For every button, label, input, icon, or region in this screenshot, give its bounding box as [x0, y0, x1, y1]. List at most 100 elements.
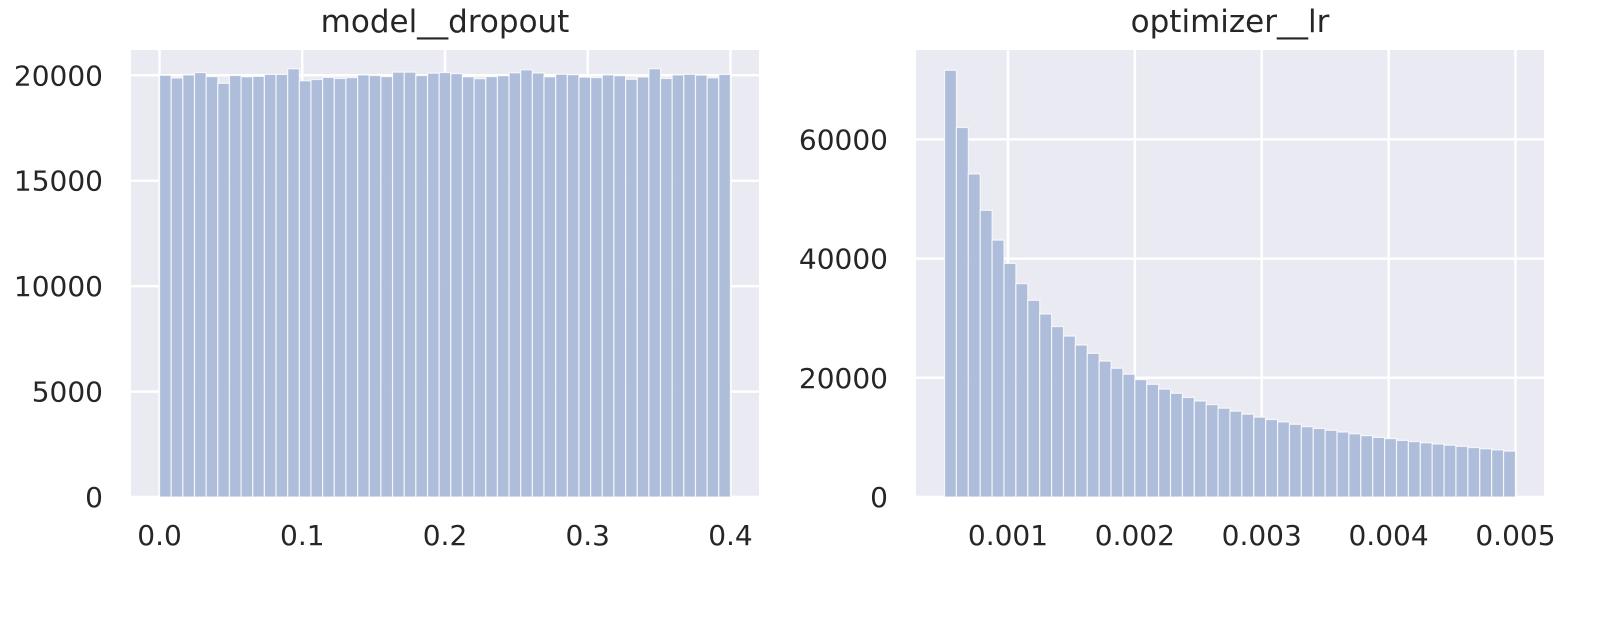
- lr-bar: [1407, 440, 1421, 498]
- lr-bar: [1431, 443, 1445, 498]
- lr-y-tick-label: 0: [870, 481, 888, 514]
- lr-y-axis: 0 20000 40000 60000: [799, 123, 888, 514]
- lr-bar: [1229, 410, 1243, 498]
- dropout-bar: [193, 71, 207, 498]
- dropout-bar: [380, 75, 394, 498]
- lr-bar: [1086, 352, 1100, 498]
- dropout-bar: [648, 68, 662, 498]
- lr-bar: [1122, 373, 1136, 498]
- lr-bar: [979, 209, 993, 498]
- dropout-bar: [357, 74, 370, 498]
- dropout-bar: [287, 68, 300, 498]
- dropout-bar: [182, 74, 196, 498]
- dropout-bar: [659, 77, 673, 498]
- dropout-bar: [426, 72, 440, 498]
- dropout-bar: [170, 77, 184, 498]
- dropout-bar: [578, 76, 592, 498]
- dropout-y-tick-label: 5000: [32, 376, 103, 409]
- dropout-bar: [683, 73, 697, 498]
- lr-bar: [1372, 436, 1386, 498]
- dropout-bar: [240, 76, 254, 498]
- lr-x-tick-label: 0.005: [1475, 519, 1555, 552]
- lr-bar: [1241, 413, 1255, 498]
- dropout-y-tick-label: 0: [85, 481, 103, 514]
- dropout-bar: [496, 75, 510, 498]
- dropout-bars: [158, 68, 732, 498]
- lr-bar: [1479, 448, 1493, 498]
- dropout-bar: [298, 80, 312, 498]
- lr-bar: [1253, 416, 1267, 498]
- dropout-bar: [636, 76, 650, 498]
- lr-bar: [955, 126, 969, 498]
- lr-bar: [1217, 407, 1231, 498]
- lr-bar: [1395, 439, 1410, 498]
- dropout-bar: [252, 75, 266, 498]
- lr-bar: [1300, 426, 1314, 498]
- lr-bar: [1312, 427, 1326, 498]
- dropout-bar: [671, 74, 685, 498]
- dropout-bar: [391, 71, 405, 498]
- lr-bar: [943, 69, 958, 498]
- lr-bar: [1384, 437, 1398, 498]
- lr-bar: [1098, 360, 1112, 498]
- dropout-bar: [508, 72, 522, 498]
- lr-x-tick-label: 0.004: [1348, 519, 1428, 552]
- dropout-bar: [601, 74, 615, 498]
- dropout-x-axis: 0.0 0.1 0.2 0.3 0.4: [137, 519, 752, 552]
- lr-bar: [1062, 335, 1076, 498]
- dropout-bar: [613, 75, 627, 498]
- dropout-chart-title: model__dropout: [321, 4, 570, 40]
- lr-bar: [1276, 421, 1291, 498]
- dropout-bar: [473, 78, 487, 498]
- dropout-bar: [403, 71, 417, 498]
- lr-bar: [1336, 431, 1350, 498]
- lr-bar: [1193, 400, 1207, 498]
- dropout-bar: [217, 82, 231, 498]
- dropout-bar: [205, 75, 219, 498]
- lr-bar: [1502, 450, 1517, 498]
- dropout-bar: [322, 76, 335, 498]
- lr-bar: [1169, 392, 1184, 498]
- dropout-x-tick-label: 0.0: [137, 519, 182, 552]
- dropout-bar: [415, 74, 429, 498]
- lr-x-tick-label: 0.002: [1095, 519, 1175, 552]
- lr-bar: [1288, 423, 1302, 498]
- dropout-x-tick-label: 0.4: [708, 519, 753, 552]
- lr-bar: [1324, 429, 1338, 498]
- lr-bar: [1134, 378, 1148, 498]
- dropout-bar: [531, 72, 545, 498]
- dropout-bar: [438, 71, 452, 498]
- lr-bar: [991, 239, 1005, 498]
- lr-bar: [1074, 344, 1088, 498]
- dropout-bar: [310, 78, 324, 498]
- dropout-y-tick-label: 20000: [14, 59, 103, 92]
- dropout-x-tick-label: 0.2: [423, 519, 468, 552]
- lr-bar: [1455, 445, 1469, 498]
- dropout-bar: [566, 74, 580, 498]
- lr-bar: [1039, 313, 1053, 498]
- dropout-y-tick-label: 15000: [14, 165, 103, 198]
- dropout-bar: [345, 77, 359, 498]
- dropout-bar: [624, 78, 638, 498]
- dropout-x-tick-label: 0.3: [565, 519, 610, 552]
- lr-bar: [1443, 444, 1457, 498]
- dropout-bar: [368, 74, 382, 498]
- lr-bar: [1110, 367, 1124, 498]
- dropout-bar: [275, 73, 289, 498]
- dropout-bar: [706, 77, 720, 498]
- lr-x-tick-label: 0.003: [1222, 519, 1302, 552]
- dropout-bar: [694, 74, 708, 498]
- lr-chart-title: optimizer__lr: [1131, 4, 1330, 40]
- lr-x-axis: 0.001 0.002 0.003 0.004 0.005: [968, 519, 1556, 552]
- lr-bar: [1181, 396, 1195, 498]
- dropout-bar: [485, 75, 499, 498]
- dropout-bar: [158, 74, 172, 498]
- dropout-bar: [228, 74, 242, 498]
- lr-bar: [1348, 433, 1362, 498]
- lr-bars: [943, 69, 1517, 498]
- lr-bar: [1158, 388, 1172, 498]
- dropout-bar: [263, 73, 277, 498]
- lr-bar: [1050, 325, 1065, 498]
- lr-bar: [1491, 449, 1505, 498]
